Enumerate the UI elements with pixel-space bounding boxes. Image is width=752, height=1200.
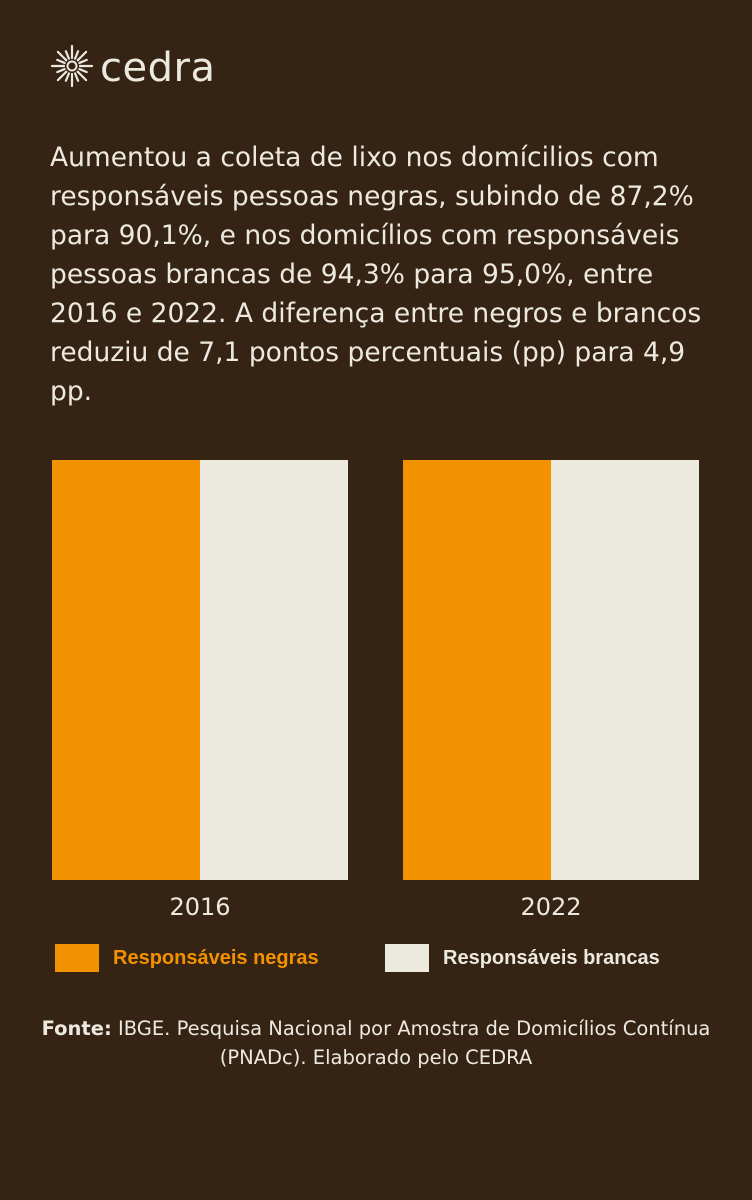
legend-item-negras: Responsáveis negras (55, 944, 319, 972)
bar-2016-brancas (200, 460, 348, 880)
source-text: IBGE. Pesquisa Nacional por Amostra de D… (111, 1017, 711, 1069)
legend-swatch-brancas (385, 944, 429, 972)
bar-2022-negras (403, 460, 551, 880)
x-tick-label-2022: 2022 (520, 893, 581, 921)
legend-item-brancas: Responsáveis brancas (385, 944, 660, 972)
bar-chart: 87,2%94,3%201690,1%95%2022 (52, 460, 699, 921)
x-tick-label-2016: 2016 (169, 893, 230, 921)
headline-text: Aumentou a coleta de lixo nos domícilios… (50, 142, 702, 407)
bar-2016-negras (52, 460, 200, 880)
legend-label-negras: Responsáveis negras (113, 946, 319, 969)
legend-label-brancas: Responsáveis brancas (443, 946, 660, 969)
source-note: Fonte: IBGE. Pesquisa Nacional por Amost… (40, 1014, 712, 1072)
legend-swatch-negras (55, 944, 99, 972)
sunburst-icon (50, 44, 94, 92)
source-label: Fonte: (41, 1017, 112, 1040)
brand-logo: cedra (50, 44, 215, 92)
brand-name: cedra (100, 45, 216, 91)
bar-2022-brancas (551, 460, 699, 880)
